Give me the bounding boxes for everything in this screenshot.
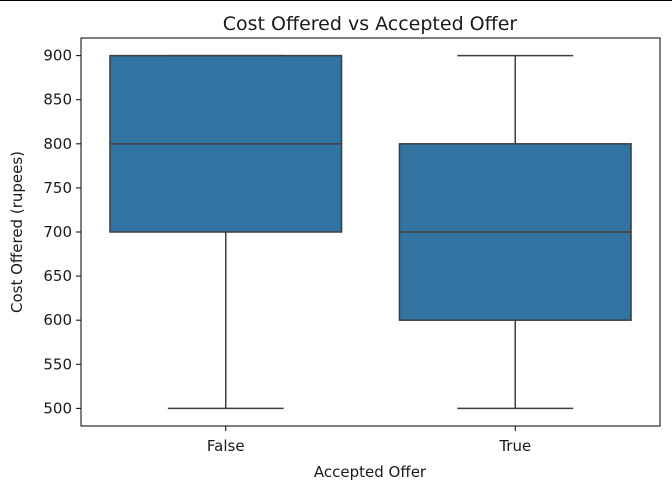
window-top-border xyxy=(0,0,672,1)
y-axis-label: Cost Offered (rupees) xyxy=(8,151,26,313)
y-tick-label: 750 xyxy=(43,179,72,197)
y-tick-label: 600 xyxy=(43,311,72,329)
y-tick-label: 850 xyxy=(43,91,72,109)
plot-area xyxy=(109,54,632,410)
y-tick-label: 800 xyxy=(43,135,72,153)
y-tick-label: 900 xyxy=(43,47,72,65)
y-tick-label: 500 xyxy=(43,399,72,417)
y-axis: 500 550 600 650 700 750 800 850 900 xyxy=(43,47,81,417)
box-false xyxy=(109,54,343,410)
x-axis-label: Accepted Offer xyxy=(314,463,427,481)
x-axis: False True xyxy=(207,426,531,455)
box-true xyxy=(398,54,632,410)
x-tick-label: True xyxy=(498,437,531,455)
y-tick-label: 650 xyxy=(43,267,72,285)
x-tick-label: False xyxy=(207,437,245,455)
y-tick-label: 550 xyxy=(43,355,72,373)
y-tick-label: 700 xyxy=(43,223,72,241)
chart-title: Cost Offered vs Accepted Offer xyxy=(223,13,518,35)
